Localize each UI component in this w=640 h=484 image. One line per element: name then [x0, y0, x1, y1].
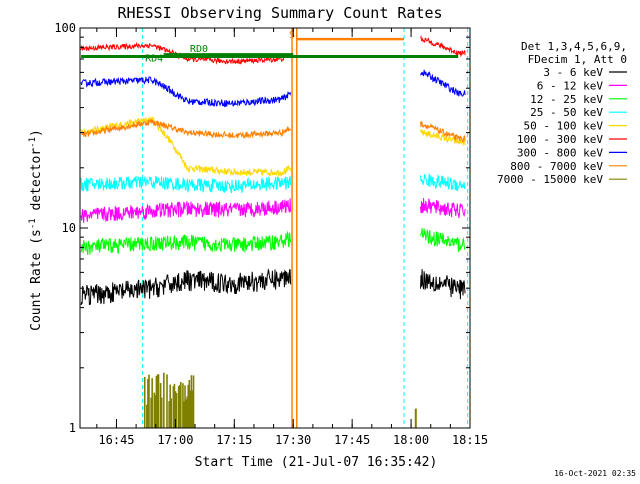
legend-header-line: Det 1,3,4,5,6,9,	[521, 40, 627, 53]
legend-entry-label: 3 - 6 keV	[543, 66, 603, 79]
y-axis-label: Count Rate (s-1 detector-1)	[28, 129, 44, 331]
legend-entry-label: 100 - 300 keV	[517, 133, 603, 146]
x-tick-label: 17:30	[275, 433, 311, 447]
legend-entry-label: 6 - 12 keV	[537, 79, 604, 92]
series-line-segment-0	[80, 76, 292, 108]
series-line-segment-0	[80, 175, 292, 194]
series-line-segment-1	[420, 197, 466, 219]
legend-entry-label: 800 - 7000 keV	[510, 160, 603, 173]
series-line-segment-1	[420, 269, 466, 300]
series-line-segment-0	[80, 198, 292, 224]
x-axis-label: Start Time (21-Jul-07 16:35:42)	[195, 455, 438, 470]
annotation-label-1: RD4	[145, 53, 163, 64]
y-tick-label: 10	[62, 221, 76, 235]
legend-entry-label: 300 - 800 keV	[517, 146, 603, 159]
x-tick-label: 18:00	[393, 433, 429, 447]
x-tick-label: 17:45	[334, 433, 370, 447]
series-50-100kev	[80, 116, 466, 178]
series-line-segment-0	[80, 267, 292, 306]
series-line-segment-1	[420, 228, 466, 253]
legend: Det 1,3,4,5,6,9,FDecim 1, Att 03 - 6 keV…	[497, 40, 627, 186]
series-6-12kev	[80, 197, 466, 224]
series-3-6kev	[80, 267, 466, 306]
series-line-segment-1	[420, 35, 466, 58]
y-axis-label-sup1: -1	[28, 218, 38, 229]
x-tick-label: 17:00	[157, 433, 193, 447]
series-line-segment-0	[80, 41, 291, 65]
series-25-50kev	[80, 173, 466, 194]
x-tick-label: 16:45	[98, 433, 134, 447]
series-line-segment-1	[420, 173, 466, 192]
y-axis-label-part3: )	[29, 129, 44, 137]
x-tick-label: 17:15	[216, 433, 252, 447]
annotation-label-2: S	[289, 30, 295, 41]
series-line-segment-1	[420, 129, 466, 147]
legend-entry-label: 7000 - 15000 keV	[497, 173, 603, 186]
series-line-segment-0	[81, 118, 292, 140]
y-axis-label-part1: Count Rate (s	[29, 229, 44, 331]
y-axis-label-part2: detector	[29, 148, 44, 219]
series-line-segment-0	[80, 230, 292, 255]
axis-layer: 1 10 100 16:45 17:00 17:15 17:30 17:45 18:00 18:1…	[54, 21, 488, 447]
y-tick-label: 100	[54, 21, 76, 35]
series-line-segment-0	[80, 116, 292, 178]
series-12-25kev	[80, 228, 466, 255]
y-tick-label: 1	[69, 421, 76, 435]
footer-timestamp: 16-Oct-2021 02:35	[554, 469, 636, 478]
series-800-7000kev	[81, 118, 466, 143]
legend-header-line: FDecim 1, Att 0	[528, 53, 627, 66]
legend-entry-label: 50 - 100 keV	[524, 120, 604, 133]
series-100-300kev	[80, 35, 466, 65]
annotation-label-0: RD0	[190, 44, 208, 55]
legend-entry-label: 12 - 25 keV	[530, 93, 603, 106]
series-line-segment-1	[420, 69, 466, 97]
chart-title: RHESSI Observing Summary Count Rates	[117, 4, 442, 22]
series-300-800kev	[80, 69, 466, 108]
legend-entry-label: 25 - 50 keV	[530, 106, 603, 119]
series-line-segment-1	[420, 120, 466, 143]
x-tick-label: 18:15	[452, 433, 488, 447]
y-axis-label-sup2: -1	[28, 137, 38, 148]
data-layer: RD0 RD4 S	[80, 28, 469, 428]
series-7000-15000-kev-spikes	[143, 372, 417, 428]
